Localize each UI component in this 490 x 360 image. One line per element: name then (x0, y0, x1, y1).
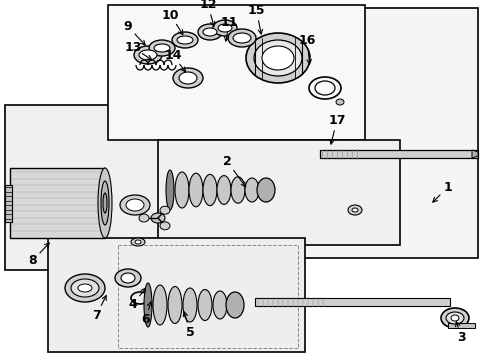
Ellipse shape (134, 46, 162, 64)
Ellipse shape (166, 170, 174, 210)
Ellipse shape (160, 222, 170, 230)
Ellipse shape (336, 99, 344, 105)
Ellipse shape (233, 33, 251, 43)
Text: 16: 16 (298, 33, 316, 46)
Ellipse shape (78, 284, 92, 292)
Polygon shape (5, 105, 195, 270)
Text: 1: 1 (443, 181, 452, 194)
Ellipse shape (254, 40, 302, 76)
Ellipse shape (246, 33, 310, 83)
Polygon shape (448, 323, 475, 328)
Text: 10: 10 (162, 9, 179, 22)
Ellipse shape (173, 68, 203, 88)
Ellipse shape (189, 173, 203, 207)
Ellipse shape (168, 287, 182, 324)
Ellipse shape (183, 288, 197, 322)
Text: 17: 17 (328, 114, 345, 127)
Polygon shape (472, 150, 478, 158)
Ellipse shape (126, 199, 144, 211)
Text: 13: 13 (124, 41, 142, 54)
Text: 7: 7 (92, 309, 101, 321)
Ellipse shape (172, 32, 198, 48)
Ellipse shape (217, 176, 231, 204)
Ellipse shape (441, 308, 469, 328)
Ellipse shape (151, 213, 165, 223)
Polygon shape (125, 8, 478, 258)
Ellipse shape (203, 28, 217, 36)
Polygon shape (320, 150, 478, 158)
Ellipse shape (103, 193, 107, 213)
Text: 15: 15 (247, 4, 265, 17)
Polygon shape (48, 238, 305, 352)
Polygon shape (5, 185, 12, 222)
Ellipse shape (120, 195, 150, 215)
Ellipse shape (65, 274, 105, 302)
Ellipse shape (257, 178, 275, 202)
Ellipse shape (149, 40, 175, 56)
Ellipse shape (175, 172, 189, 208)
Text: 14: 14 (164, 49, 182, 62)
Text: 9: 9 (123, 20, 132, 33)
Ellipse shape (262, 46, 294, 70)
Polygon shape (108, 5, 365, 140)
Ellipse shape (154, 44, 170, 52)
Text: 11: 11 (221, 15, 238, 29)
Ellipse shape (352, 208, 358, 212)
Ellipse shape (203, 174, 217, 206)
Ellipse shape (348, 205, 362, 215)
Ellipse shape (218, 24, 232, 32)
Ellipse shape (213, 291, 227, 319)
Ellipse shape (144, 283, 152, 327)
Text: 3: 3 (457, 331, 466, 344)
Ellipse shape (228, 29, 256, 47)
Text: 12: 12 (199, 0, 217, 11)
Ellipse shape (446, 312, 464, 324)
Polygon shape (255, 298, 450, 306)
Ellipse shape (245, 178, 259, 202)
Ellipse shape (131, 238, 145, 246)
Polygon shape (10, 168, 105, 238)
Ellipse shape (213, 20, 237, 36)
Text: 5: 5 (186, 326, 195, 339)
Ellipse shape (139, 214, 149, 222)
Text: 6: 6 (142, 313, 150, 326)
Ellipse shape (177, 36, 193, 44)
Ellipse shape (101, 181, 109, 225)
Ellipse shape (153, 285, 167, 325)
Ellipse shape (115, 269, 141, 287)
Ellipse shape (179, 72, 197, 84)
Ellipse shape (160, 206, 170, 214)
Text: 2: 2 (223, 155, 232, 168)
Ellipse shape (135, 240, 141, 244)
Ellipse shape (121, 273, 135, 283)
Ellipse shape (226, 292, 244, 318)
Polygon shape (158, 140, 400, 245)
Ellipse shape (198, 289, 212, 320)
Ellipse shape (198, 24, 222, 40)
Text: 4: 4 (129, 298, 138, 311)
Text: 8: 8 (28, 255, 37, 267)
Ellipse shape (71, 279, 99, 297)
Ellipse shape (231, 177, 245, 203)
Ellipse shape (139, 50, 157, 60)
Ellipse shape (451, 315, 459, 321)
Ellipse shape (98, 168, 112, 238)
